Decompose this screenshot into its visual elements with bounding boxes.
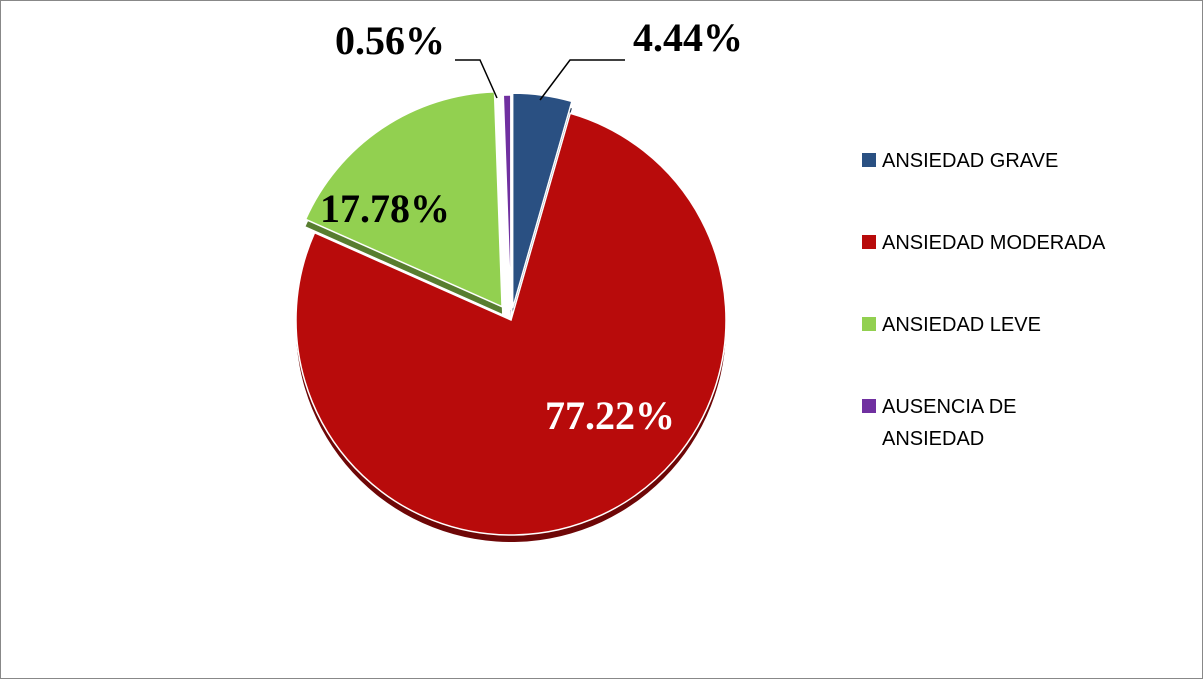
legend-item: ANSIEDAD LEVE bbox=[862, 309, 1112, 341]
data-label: 17.78% bbox=[320, 186, 450, 231]
legend-label: ANSIEDAD GRAVE bbox=[882, 150, 1059, 172]
legend-swatch bbox=[862, 399, 876, 413]
legend-item: AUSENCIA DE ANSIEDAD bbox=[862, 391, 1112, 455]
slice bbox=[295, 112, 727, 536]
leader-line bbox=[455, 59, 498, 99]
legend-label: ANSIEDAD MODERADA bbox=[882, 232, 1106, 254]
slice bbox=[304, 91, 503, 308]
data-label: 4.44% bbox=[633, 15, 743, 60]
legend-item: ANSIEDAD GRAVE bbox=[862, 145, 1112, 177]
data-label: 77.22% bbox=[545, 393, 675, 438]
slice bbox=[502, 94, 512, 311]
legend-swatch bbox=[862, 153, 876, 167]
legend-swatch bbox=[862, 317, 876, 331]
legend-label: AUSENCIA DE ANSIEDAD bbox=[882, 396, 1017, 450]
leader-line bbox=[539, 59, 625, 101]
legend: ANSIEDAD GRAVE ANSIEDAD MODERADA ANSIEDAD … bbox=[862, 145, 1112, 505]
legend-item: ANSIEDAD MODERADA bbox=[862, 227, 1112, 259]
slice bbox=[511, 92, 573, 309]
data-label: 0.56% bbox=[335, 18, 445, 63]
legend-swatch bbox=[862, 235, 876, 249]
legend-label: ANSIEDAD LEVE bbox=[882, 314, 1041, 336]
